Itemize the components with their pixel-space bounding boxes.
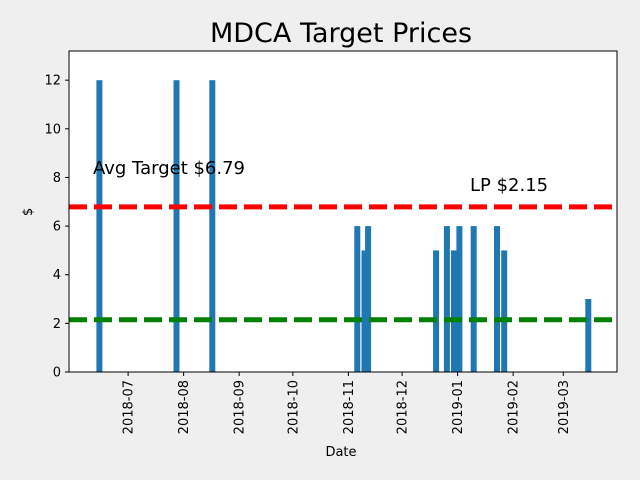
bar-0 (96, 80, 103, 372)
bar-11 (494, 226, 500, 372)
x-tick-label-8: 2019-03 (557, 380, 572, 434)
x-tick-label-4: 2018-11 (342, 380, 357, 434)
x-tick-label-7: 2019-02 (507, 380, 522, 434)
plot-frame (68, 50, 618, 373)
y-tick-label-1: 2 (53, 317, 61, 332)
bar-6 (433, 250, 440, 372)
y-tick-label-0: 0 (53, 366, 61, 381)
y-tick-label-6: 12 (44, 74, 61, 89)
y-tick-label-5: 10 (44, 122, 61, 137)
y-axis-label: $ (21, 208, 36, 216)
bar-8 (451, 250, 457, 372)
x-tick-label-1: 2018-08 (177, 380, 192, 434)
x-tick-label-6: 2019-01 (451, 380, 466, 434)
y-tick-label-4: 8 (53, 171, 61, 186)
y-axis-ticks: 0 2 4 6 8 10 12 (44, 74, 69, 381)
x-axis-label: Date (325, 445, 356, 460)
bars-layer (96, 80, 592, 372)
bar-10 (470, 226, 477, 372)
bar-4 (361, 250, 368, 372)
reference-line-label-0: Avg Target $6.79 (93, 158, 245, 179)
reference-lines-layer (69, 204, 617, 323)
y-tick-label-2: 4 (53, 268, 61, 283)
x-tick-label-0: 2018-07 (122, 380, 137, 434)
bar-5 (365, 226, 372, 372)
bar-2 (209, 80, 216, 372)
annotations-layer: Avg Target $6.79 LP $2.15 (93, 158, 548, 196)
bar-1 (173, 80, 180, 372)
x-tick-label-5: 2018-12 (396, 380, 411, 434)
bar-12 (501, 250, 508, 372)
bar-3 (354, 226, 361, 372)
bar-9 (456, 226, 463, 372)
x-axis-ticks: 2018-07 2018-08 2018-09 2018-10 2018-11 2018-… (122, 372, 572, 434)
reference-line-label-1: LP $2.15 (470, 175, 548, 196)
bar-13 (585, 299, 592, 372)
plot-area (69, 51, 617, 372)
x-tick-label-3: 2018-10 (286, 380, 301, 434)
bar-7 (443, 226, 450, 372)
x-tick-label-2: 2018-09 (233, 380, 248, 434)
y-tick-label-3: 6 (53, 220, 61, 235)
chart-title: MDCA Target Prices (210, 18, 472, 49)
